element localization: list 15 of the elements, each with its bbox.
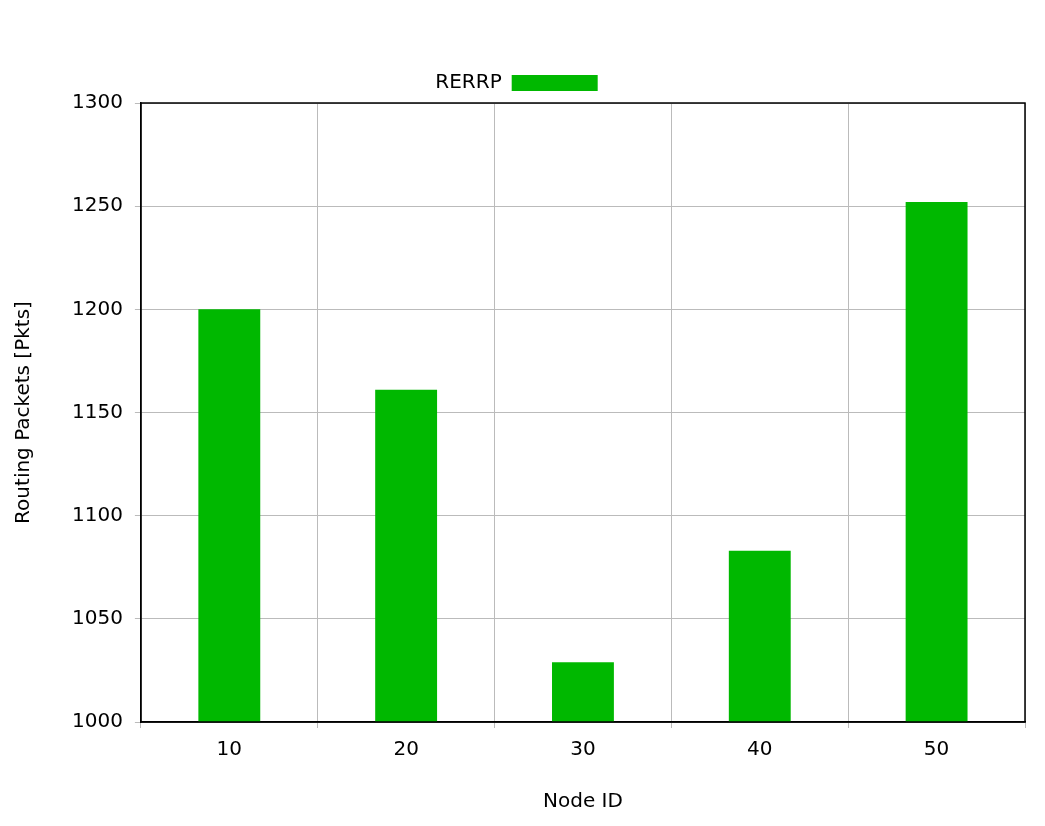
x-tick-label: 50 — [923, 736, 950, 761]
y-tick-label: 1150 — [71, 398, 123, 423]
legend-label: RERRP — [435, 69, 502, 94]
y-tick-label: 1200 — [71, 295, 123, 320]
x-tick-label: 10 — [216, 736, 243, 761]
x-axis-title: Node ID — [543, 788, 623, 813]
y-tick-label: 1250 — [71, 192, 123, 217]
x-tick-label: 20 — [393, 736, 419, 761]
y-axis-title: Routing Packets [Pkts] — [10, 301, 35, 524]
x-tick-label: 40 — [747, 736, 773, 761]
y-tick-label: 1000 — [71, 708, 123, 733]
y-tick-label: 1100 — [71, 501, 123, 526]
x-tick-label: 30 — [570, 736, 596, 761]
y-tick-label: 1300 — [71, 89, 123, 114]
y-tick-label: 1050 — [71, 605, 123, 630]
